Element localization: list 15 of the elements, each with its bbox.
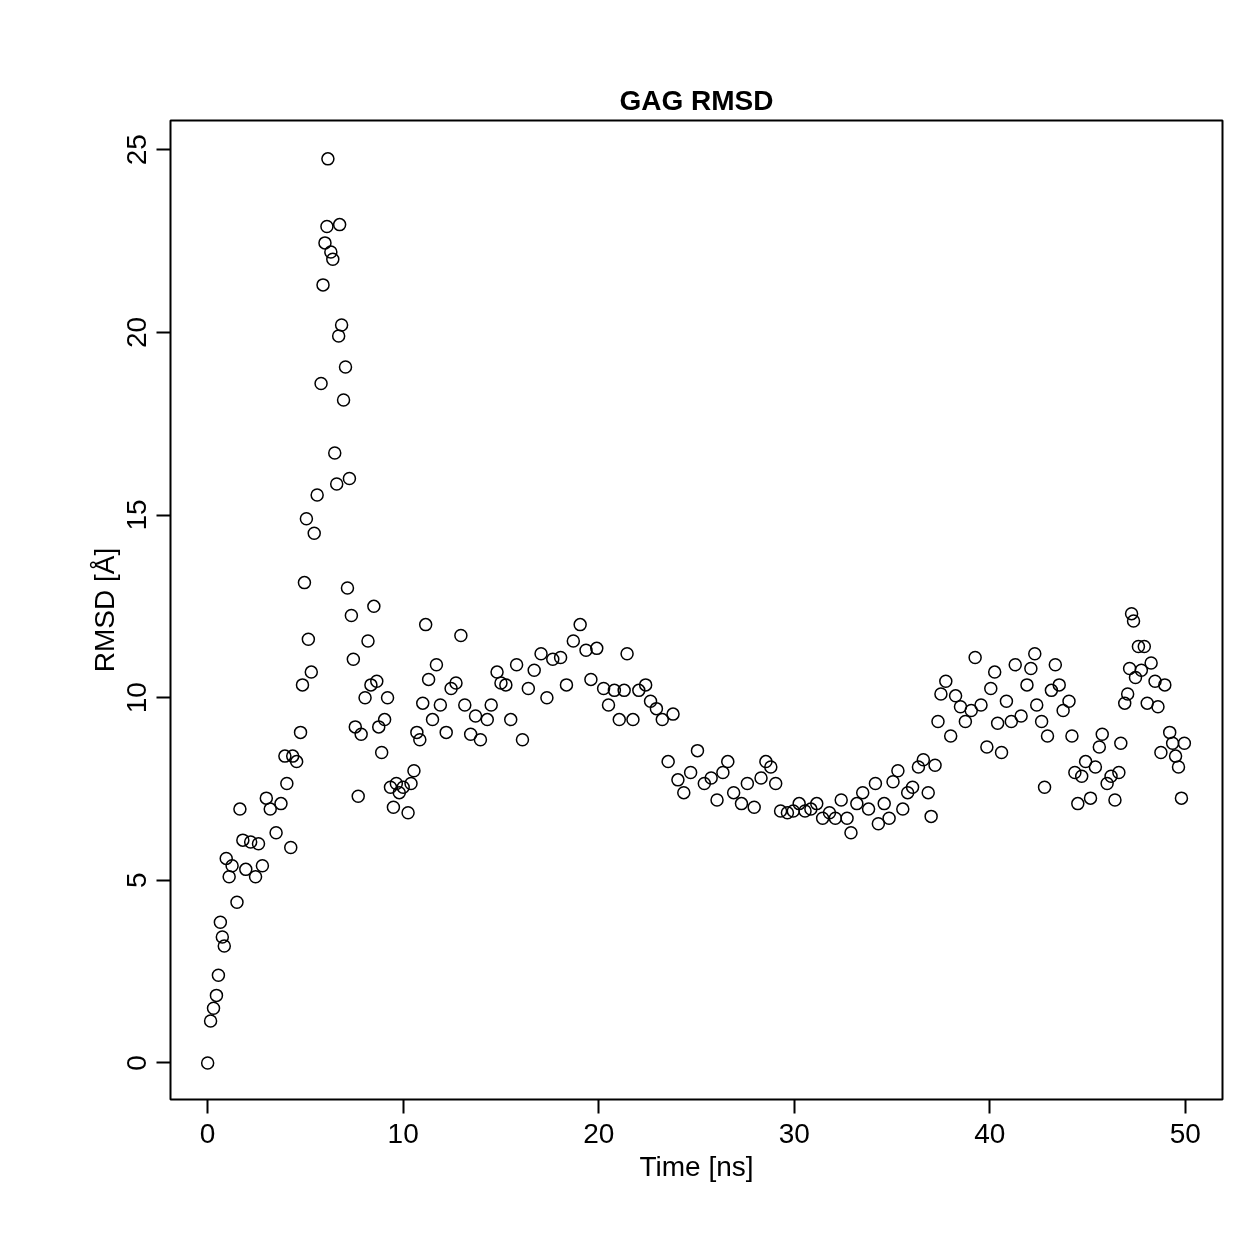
y-tick-label: 15 <box>121 499 153 531</box>
y-tick-label: 25 <box>121 134 153 166</box>
x-tick-label: 50 <box>1169 1117 1201 1149</box>
y-tick-label: 0 <box>121 1055 153 1071</box>
x-tick-label: 20 <box>583 1117 615 1149</box>
x-axis-title: Time [ns] <box>639 1150 754 1182</box>
x-tick-label: 40 <box>974 1117 1006 1149</box>
y-tick-label: 20 <box>121 316 153 348</box>
chart-title: GAG RMSD <box>619 84 774 116</box>
x-tick-label: 30 <box>778 1117 810 1149</box>
y-tick-label: 10 <box>121 682 153 714</box>
x-tick-label: 10 <box>387 1117 419 1149</box>
x-tick-label: 0 <box>199 1117 216 1149</box>
y-axis-title: RMSD [Å] <box>88 547 120 673</box>
y-tick-label: 5 <box>121 872 153 889</box>
